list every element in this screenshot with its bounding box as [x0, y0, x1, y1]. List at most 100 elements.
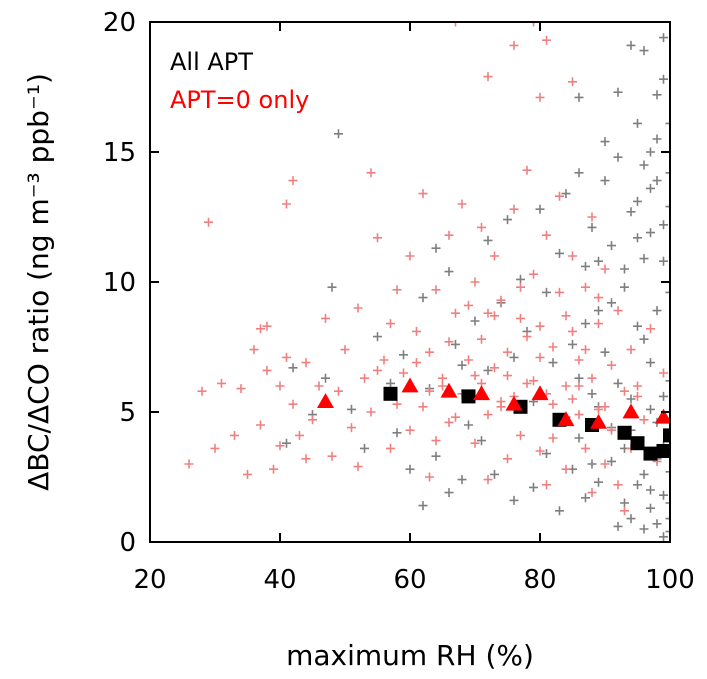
binned-mean-triangle	[317, 393, 334, 408]
scatter-point	[503, 454, 512, 464]
scatter-point	[490, 363, 499, 373]
scatter-point	[652, 519, 662, 529]
scatter-point	[620, 506, 629, 516]
scatter-point	[665, 376, 670, 386]
scatter-point	[665, 527, 670, 537]
scatter-point	[438, 381, 447, 391]
legend: All APT APT=0 only	[170, 48, 309, 114]
scatter-point	[652, 176, 662, 186]
scatter-point	[665, 467, 670, 477]
scatter-point	[659, 490, 668, 500]
scatter-point	[568, 326, 577, 336]
scatter-point	[425, 472, 434, 482]
scatter-point	[574, 168, 584, 178]
scatter-point	[633, 480, 642, 490]
scatter-point	[386, 443, 395, 453]
legend-entry: APT=0 only	[170, 86, 309, 114]
scatter-point	[652, 306, 662, 316]
scatter-point	[665, 514, 670, 524]
scatter-point	[535, 204, 545, 214]
scatter-point	[574, 381, 584, 391]
scatter-point	[574, 433, 584, 443]
scatter-point	[197, 386, 207, 396]
scatter-point	[464, 300, 473, 310]
scatter-point	[535, 446, 545, 456]
scatter-point	[581, 319, 590, 329]
scatter-point	[561, 311, 571, 321]
scatter-point	[600, 402, 610, 412]
scatter-point	[594, 256, 603, 266]
scatter-point	[516, 282, 525, 292]
scatter-point	[548, 342, 558, 352]
scatter-point	[490, 311, 499, 321]
binned-mean-square	[630, 436, 645, 451]
scatter-point	[581, 493, 590, 503]
scatter-point	[555, 248, 564, 258]
scatter-point	[620, 264, 629, 274]
scatter-point	[438, 373, 447, 383]
scatter-point	[633, 118, 642, 128]
scatter-point	[646, 503, 655, 513]
scatter-point	[301, 454, 311, 464]
scatter-point	[600, 264, 610, 274]
scatter-point	[308, 415, 317, 425]
scatter-point	[366, 407, 376, 417]
scatter-point	[373, 233, 382, 243]
scatter-point	[633, 381, 642, 391]
scatter-point	[587, 488, 597, 498]
scatter-point	[542, 449, 551, 459]
scatter-point	[652, 134, 662, 144]
scatter-point	[613, 480, 623, 490]
binned-mean-triangle	[557, 411, 575, 427]
scatter-point	[594, 319, 603, 329]
scatter-point	[639, 415, 649, 425]
scatter-point	[184, 459, 194, 469]
scatter-point	[353, 303, 363, 313]
scatter-point	[646, 358, 655, 368]
scatter-point	[659, 74, 668, 84]
x-tick-label: 20	[133, 565, 166, 595]
scatter-point	[360, 443, 369, 453]
scatter-point	[503, 215, 512, 225]
binned-mean-triangle	[505, 395, 523, 411]
scatter-point	[399, 350, 408, 360]
scatter-point	[353, 462, 363, 472]
scatter-point	[386, 319, 395, 329]
scatter-point	[555, 287, 564, 297]
scatter-point	[568, 77, 577, 87]
scatter-point	[652, 90, 662, 100]
scatter-point	[555, 191, 564, 201]
scatter-point	[405, 251, 415, 261]
scatter-point	[587, 389, 597, 399]
scatter-point	[444, 488, 454, 498]
scatter-point	[574, 355, 584, 365]
scatter-point	[633, 196, 642, 206]
scatter-point	[477, 222, 486, 232]
scatter-point	[373, 332, 382, 342]
scatter-point	[483, 365, 493, 375]
scatter-point	[490, 251, 499, 261]
scatter-point	[587, 373, 597, 383]
scatter-point	[464, 355, 473, 365]
scatter-point	[568, 339, 577, 349]
scatter-point	[646, 404, 655, 414]
scatter-point	[509, 204, 519, 214]
scatter-point	[236, 384, 246, 394]
binned-mean-triangle	[655, 408, 670, 424]
binned-mean-triangle	[440, 382, 458, 398]
scatter-point	[366, 168, 376, 178]
scatter-point	[626, 514, 636, 524]
scatter-point	[633, 233, 642, 243]
binned-mean-square	[617, 425, 632, 440]
scatter-point	[451, 22, 460, 27]
binned-mean-triangle	[473, 385, 490, 401]
scatter-point	[633, 391, 642, 401]
scatter-point	[347, 423, 356, 433]
x-tick-label: 60	[393, 565, 426, 595]
scatter-point	[451, 339, 460, 349]
scatter-point	[665, 202, 670, 212]
scatter-point	[587, 212, 597, 222]
scatter-point	[574, 92, 584, 102]
scatter-point	[470, 316, 480, 326]
scatter-point	[639, 524, 649, 534]
